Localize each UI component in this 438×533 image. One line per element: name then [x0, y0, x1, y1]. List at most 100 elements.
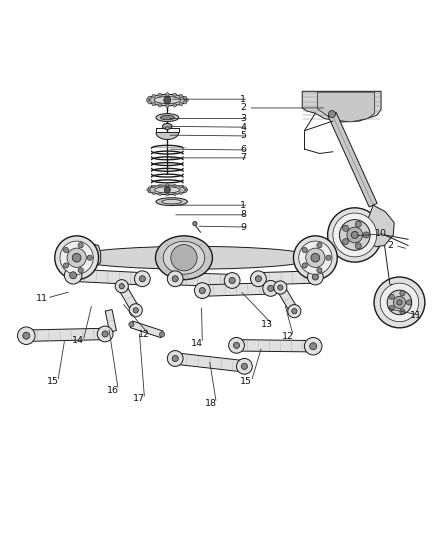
Polygon shape [156, 133, 179, 140]
Circle shape [292, 309, 297, 314]
Circle shape [180, 185, 182, 188]
Circle shape [67, 248, 86, 268]
Circle shape [159, 332, 165, 337]
Circle shape [158, 103, 162, 107]
Circle shape [355, 221, 361, 227]
Circle shape [18, 327, 35, 344]
Text: 15: 15 [46, 377, 59, 386]
Circle shape [389, 305, 394, 311]
Circle shape [152, 185, 155, 188]
Circle shape [387, 290, 412, 314]
Circle shape [139, 276, 145, 282]
Circle shape [302, 263, 307, 268]
Circle shape [133, 308, 138, 313]
Polygon shape [318, 92, 374, 122]
Circle shape [302, 247, 307, 253]
Circle shape [343, 225, 349, 231]
Circle shape [148, 96, 151, 100]
Circle shape [72, 253, 81, 262]
Text: 17: 17 [133, 394, 145, 403]
Circle shape [317, 243, 322, 248]
Text: 5: 5 [240, 132, 246, 141]
Text: 14: 14 [191, 338, 203, 348]
Circle shape [173, 193, 176, 196]
Circle shape [78, 268, 83, 273]
Ellipse shape [162, 124, 172, 129]
Circle shape [78, 243, 83, 248]
Text: 15: 15 [240, 377, 252, 386]
Polygon shape [366, 205, 394, 247]
Text: 18: 18 [205, 399, 217, 408]
Circle shape [363, 232, 369, 238]
Ellipse shape [165, 127, 170, 130]
Circle shape [293, 236, 337, 280]
Circle shape [193, 221, 197, 226]
Ellipse shape [72, 246, 315, 269]
Circle shape [278, 285, 283, 290]
Text: 12: 12 [138, 330, 150, 339]
Circle shape [333, 213, 377, 257]
Polygon shape [302, 91, 381, 122]
Ellipse shape [155, 187, 180, 193]
Polygon shape [175, 353, 245, 372]
Text: 13: 13 [261, 320, 273, 329]
Ellipse shape [148, 94, 187, 106]
Text: 14: 14 [72, 336, 84, 345]
Circle shape [115, 280, 128, 293]
Text: 2: 2 [240, 103, 246, 112]
Circle shape [146, 98, 150, 102]
Circle shape [397, 300, 402, 305]
Circle shape [173, 184, 176, 187]
Circle shape [180, 192, 182, 195]
Circle shape [129, 304, 142, 317]
Text: 9: 9 [240, 223, 246, 231]
Circle shape [400, 309, 405, 314]
Polygon shape [276, 285, 298, 313]
Ellipse shape [163, 241, 205, 274]
Polygon shape [73, 269, 143, 285]
Circle shape [393, 296, 406, 309]
Circle shape [288, 304, 301, 318]
Circle shape [299, 241, 332, 274]
Circle shape [229, 278, 235, 284]
Circle shape [251, 271, 266, 287]
Circle shape [241, 364, 247, 369]
Circle shape [274, 281, 287, 294]
Text: 7: 7 [240, 154, 246, 163]
Circle shape [306, 248, 325, 268]
Circle shape [184, 187, 187, 189]
Circle shape [152, 102, 155, 106]
Circle shape [374, 277, 425, 328]
Ellipse shape [154, 96, 180, 103]
Text: 11: 11 [410, 311, 422, 320]
Circle shape [328, 208, 382, 262]
Circle shape [268, 285, 274, 292]
Ellipse shape [155, 236, 212, 280]
Circle shape [152, 192, 155, 195]
Circle shape [70, 272, 77, 279]
Circle shape [166, 193, 169, 196]
Text: 3: 3 [240, 114, 246, 123]
Circle shape [199, 287, 205, 294]
Ellipse shape [160, 115, 174, 120]
Polygon shape [304, 243, 335, 268]
Circle shape [317, 268, 322, 273]
Ellipse shape [156, 198, 187, 206]
Circle shape [167, 271, 183, 287]
Text: 8: 8 [240, 211, 246, 219]
Circle shape [164, 187, 170, 193]
Circle shape [328, 110, 336, 118]
Circle shape [184, 101, 187, 104]
Circle shape [380, 283, 419, 322]
Circle shape [97, 326, 113, 342]
Circle shape [179, 102, 183, 106]
Circle shape [148, 187, 151, 189]
Text: 4: 4 [240, 123, 246, 132]
Circle shape [233, 342, 240, 349]
Circle shape [229, 337, 244, 353]
Circle shape [148, 101, 151, 104]
Circle shape [179, 94, 183, 98]
Circle shape [173, 103, 177, 107]
Circle shape [311, 253, 320, 262]
Circle shape [307, 269, 323, 285]
